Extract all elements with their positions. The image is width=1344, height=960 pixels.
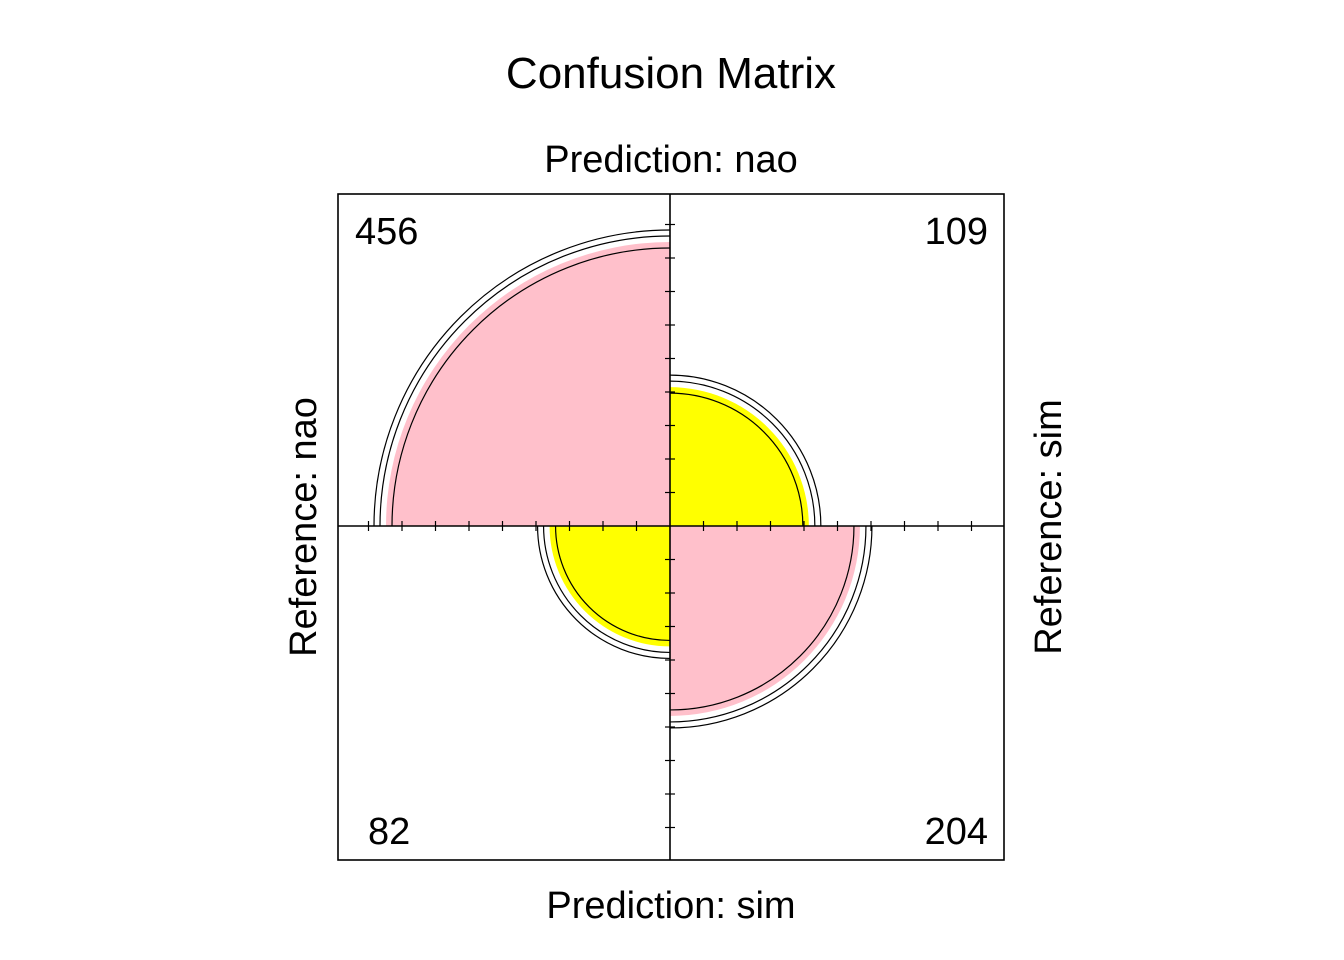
count-label-top-right: 109 [925, 211, 988, 253]
right-axis-label: Reference: sim [1028, 399, 1070, 655]
count-label-bottom-right: 204 [925, 811, 988, 853]
plot-area [367, 223, 973, 829]
confidence-ring-top-left-2 [379, 235, 671, 527]
top-axis-label: Prediction: nao [544, 139, 798, 181]
chart-title: Confusion Matrix [506, 49, 836, 98]
confidence-ring-bottom-right-3 [669, 525, 873, 729]
confidence-ring-bottom-left-2 [542, 525, 671, 654]
quarter-circle-bottom-left [549, 526, 670, 647]
confidence-ring-top-right-1 [669, 392, 804, 527]
confidence-ring-top-left-3 [373, 229, 671, 527]
count-label-bottom-left: 82 [368, 811, 410, 853]
bottom-axis-label: Prediction: sim [546, 885, 795, 927]
plot-frame [337, 193, 1005, 861]
left-axis-label: Reference: nao [283, 397, 325, 657]
confidence-ring-bottom-left-3 [536, 525, 671, 660]
confidence-ring-top-left-1 [391, 247, 671, 527]
count-label-top-left: 456 [355, 211, 418, 253]
confidence-ring-top-right-3 [669, 374, 822, 527]
quarter-circle-top-right [670, 387, 809, 526]
confidence-ring-top-right-2 [669, 380, 816, 527]
confidence-ring-bottom-left-1 [554, 525, 671, 642]
quarter-circle-top-left [386, 242, 670, 526]
confidence-ring-bottom-right-1 [669, 525, 855, 711]
confidence-ring-bottom-right-2 [669, 525, 867, 723]
quarter-circle-bottom-right [670, 526, 860, 716]
